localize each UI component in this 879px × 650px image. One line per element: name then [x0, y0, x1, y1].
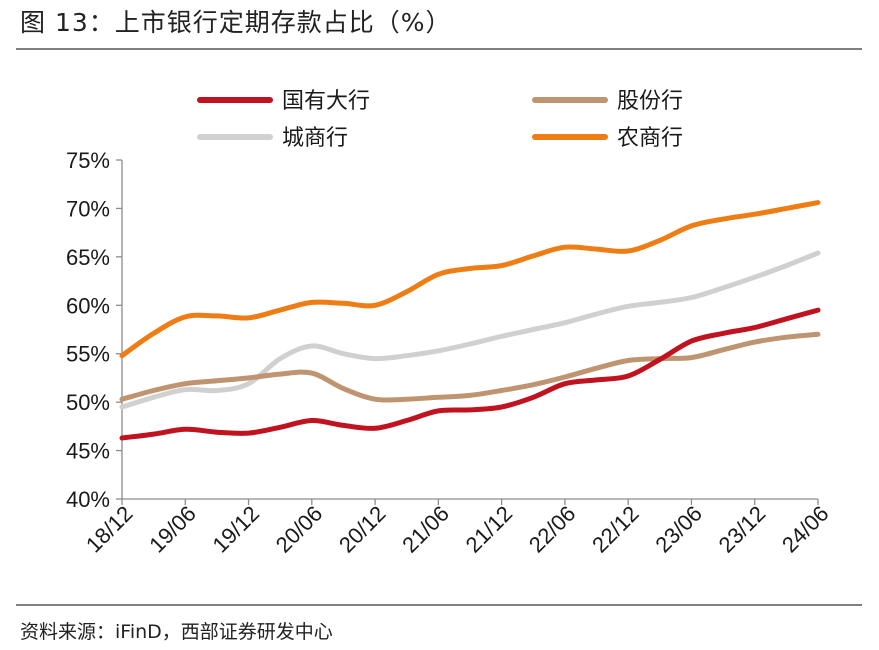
source-divider [16, 604, 862, 606]
series-line-1 [119, 307, 821, 441]
y-tick-label: 40% [66, 487, 110, 512]
x-tick-label: 19/06 [144, 501, 201, 558]
series-line-3 [119, 250, 821, 410]
y-tick-label: 75% [66, 148, 110, 173]
x-tick-label: 23/06 [650, 501, 707, 558]
x-tick-label: 22/06 [524, 501, 581, 558]
x-tick-label: 22/12 [587, 501, 644, 558]
y-tick-label: 70% [66, 196, 110, 221]
legend-label: 股份行 [617, 89, 683, 114]
x-tick-label: 24/06 [777, 501, 834, 558]
y-tick-label: 50% [66, 390, 110, 415]
source-note: 资料来源：iFinD，西部证券研发中心 [20, 621, 333, 643]
legend-label: 农商行 [617, 126, 683, 151]
legend-label: 国有大行 [282, 89, 370, 114]
x-tick-label: 21/06 [397, 501, 454, 558]
y-tick-label: 60% [66, 293, 110, 318]
title-divider [16, 48, 862, 50]
series-line-2 [119, 331, 821, 403]
x-tick-label: 20/06 [271, 501, 328, 558]
series-line-4 [119, 200, 821, 359]
y-tick-label: 45% [66, 439, 110, 464]
x-tick-label: 23/12 [714, 501, 771, 558]
figure-title: 图 13：上市银行定期存款占比（%） [20, 8, 452, 37]
x-tick-label: 21/12 [461, 501, 518, 558]
chart-series [119, 200, 821, 441]
x-tick-label: 20/12 [334, 501, 391, 558]
y-tick-label: 55% [66, 342, 110, 367]
legend-label: 城商行 [282, 126, 348, 151]
x-tick-label: 19/12 [207, 501, 264, 558]
y-tick-label: 65% [66, 245, 110, 270]
plot-area [116, 159, 819, 505]
